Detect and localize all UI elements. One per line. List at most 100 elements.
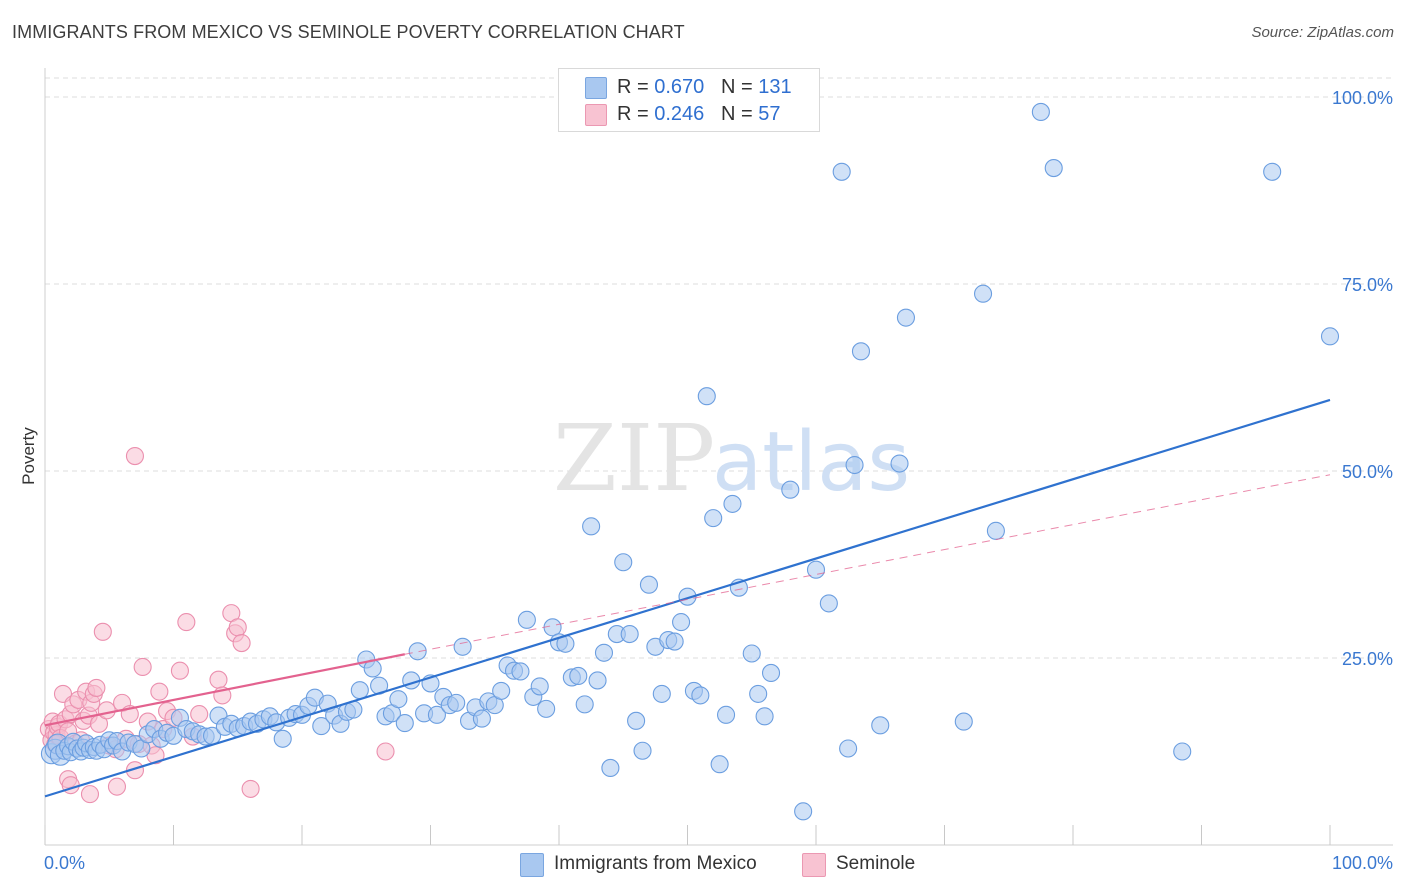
chart-title: IMMIGRANTS FROM MEXICO VS SEMINOLE POVER… xyxy=(12,22,685,42)
correlation-legend: R = 0.670 N = 131 R = 0.246 N = 57 xyxy=(558,68,820,132)
source-credit: Source: ZipAtlas.com xyxy=(1251,24,1394,41)
mexico-point-111 xyxy=(697,387,716,406)
seminole-point-33 xyxy=(133,657,152,677)
seminole-point-37 xyxy=(150,682,169,701)
gridlines xyxy=(45,77,1393,659)
mexico-point-94 xyxy=(588,671,607,690)
mexico-point-82 xyxy=(511,662,530,681)
seminole-point-55 xyxy=(107,777,127,796)
mexico-point-117 xyxy=(742,644,761,663)
mexico-point-57 xyxy=(350,681,369,700)
mexico-point-104 xyxy=(652,684,671,703)
mexico-point-85 xyxy=(530,677,549,696)
mexico-point-127 xyxy=(845,455,864,475)
bottom-legend-swatch-mexico xyxy=(520,853,544,877)
legend-swatch-seminole xyxy=(585,104,607,126)
seminole-trend-line xyxy=(44,653,406,727)
mexico-point-139 xyxy=(1320,327,1340,346)
mexico-point-101 xyxy=(633,741,652,760)
seminole-point-25 xyxy=(97,701,116,720)
mexico-point-76 xyxy=(472,709,491,728)
seminole-point-54 xyxy=(80,785,100,804)
seminole-point-49 xyxy=(228,618,247,637)
mexico-point-128 xyxy=(851,342,871,361)
mexico-point-69 xyxy=(427,705,446,724)
axes xyxy=(44,68,1393,846)
mexico-point-129 xyxy=(871,716,890,735)
bottom-legend-label-mexico: Immigrants from Mexico xyxy=(554,853,757,874)
bottom-legend-swatch-seminole xyxy=(802,853,826,877)
mexico-point-138 xyxy=(1263,162,1282,181)
mexico-trend-line xyxy=(44,398,1331,798)
watermark-atlas: atlas xyxy=(712,415,910,510)
mexico-point-118 xyxy=(749,684,768,703)
mexico-point-51 xyxy=(312,717,331,736)
mexico-point-135 xyxy=(1031,102,1050,122)
mexico-point-110 xyxy=(691,686,710,705)
mexico-point-114 xyxy=(716,705,736,724)
mexico-point-119 xyxy=(755,707,774,726)
mexico-point-132 xyxy=(954,712,973,731)
mexico-point-126 xyxy=(839,739,858,758)
mexico-point-99 xyxy=(620,625,639,644)
legend-n-value-mexico: 131 xyxy=(758,76,792,98)
mexico-point-93 xyxy=(582,517,601,536)
bottom-legend-label-seminole: Seminole xyxy=(836,853,916,874)
mexico-point-72 xyxy=(447,693,466,712)
mexico-point-122 xyxy=(794,802,813,821)
mexico-point-106 xyxy=(665,632,684,651)
mexico-point-131 xyxy=(896,308,916,327)
y-tick-label-100: 100.0% xyxy=(1332,88,1393,108)
legend-n-label-seminole: N = xyxy=(720,103,753,125)
seminole-point-45 xyxy=(209,670,228,689)
mexico-point-134 xyxy=(986,521,1005,540)
mexico-point-121 xyxy=(781,480,800,499)
mexico-points xyxy=(40,102,1340,821)
seminole-point-41 xyxy=(170,661,189,680)
mexico-point-64 xyxy=(395,714,414,733)
mexico-point-95 xyxy=(594,643,614,662)
mexico-point-136 xyxy=(1044,159,1063,178)
mexico-point-124 xyxy=(819,594,838,613)
y-tick-label-25: 25.0% xyxy=(1342,649,1393,669)
y-axis-label: Poverty xyxy=(19,427,38,485)
mexico-point-45 xyxy=(273,729,292,748)
axis-labels: 25.0% 50.0% 75.0% 100.0% 0.0% 100.0% Poverty xyxy=(19,88,1393,873)
mexico-point-86 xyxy=(537,699,556,718)
mexico-point-96 xyxy=(601,758,620,778)
watermark-zip: ZIP xyxy=(553,405,715,512)
mexico-point-125 xyxy=(832,162,851,181)
mexico-point-66 xyxy=(408,642,427,661)
x-tick-label-100: 100.0% xyxy=(1332,853,1393,873)
mexico-point-120 xyxy=(761,663,781,683)
seminole-point-57 xyxy=(125,446,144,466)
mexico-point-130 xyxy=(890,454,909,473)
seminole-trend-extension xyxy=(404,474,1331,655)
mexico-point-112 xyxy=(704,509,723,528)
mexico-point-73 xyxy=(453,637,472,656)
seminole-point-44 xyxy=(190,705,209,724)
mexico-point-91 xyxy=(569,666,588,686)
mexico-point-115 xyxy=(723,494,742,513)
mexico-point-133 xyxy=(973,284,993,303)
seminole-point-56 xyxy=(376,742,395,761)
mexico-point-63 xyxy=(389,690,408,709)
legend-r-label-seminole: R = xyxy=(617,103,649,125)
y-tick-label-75: 75.0% xyxy=(1342,275,1393,295)
legend-n-value-seminole: 57 xyxy=(758,103,781,125)
watermark: ZIP atlas xyxy=(553,405,910,512)
x-tick-label-0: 0.0% xyxy=(44,853,85,873)
mexico-point-79 xyxy=(492,681,511,700)
mexico-point-137 xyxy=(1173,742,1192,761)
legend-n-label-mexico: N = xyxy=(720,76,753,98)
seminole-point-22 xyxy=(87,678,106,697)
trend-lines xyxy=(44,398,1331,798)
mexico-point-107 xyxy=(672,613,691,632)
mexico-point-100 xyxy=(627,711,646,730)
legend-r-label-mexico: R = xyxy=(617,76,649,98)
seminole-point-42 xyxy=(177,613,196,632)
mexico-point-92 xyxy=(575,695,594,714)
mexico-point-83 xyxy=(517,610,536,629)
mexico-point-113 xyxy=(710,755,729,774)
